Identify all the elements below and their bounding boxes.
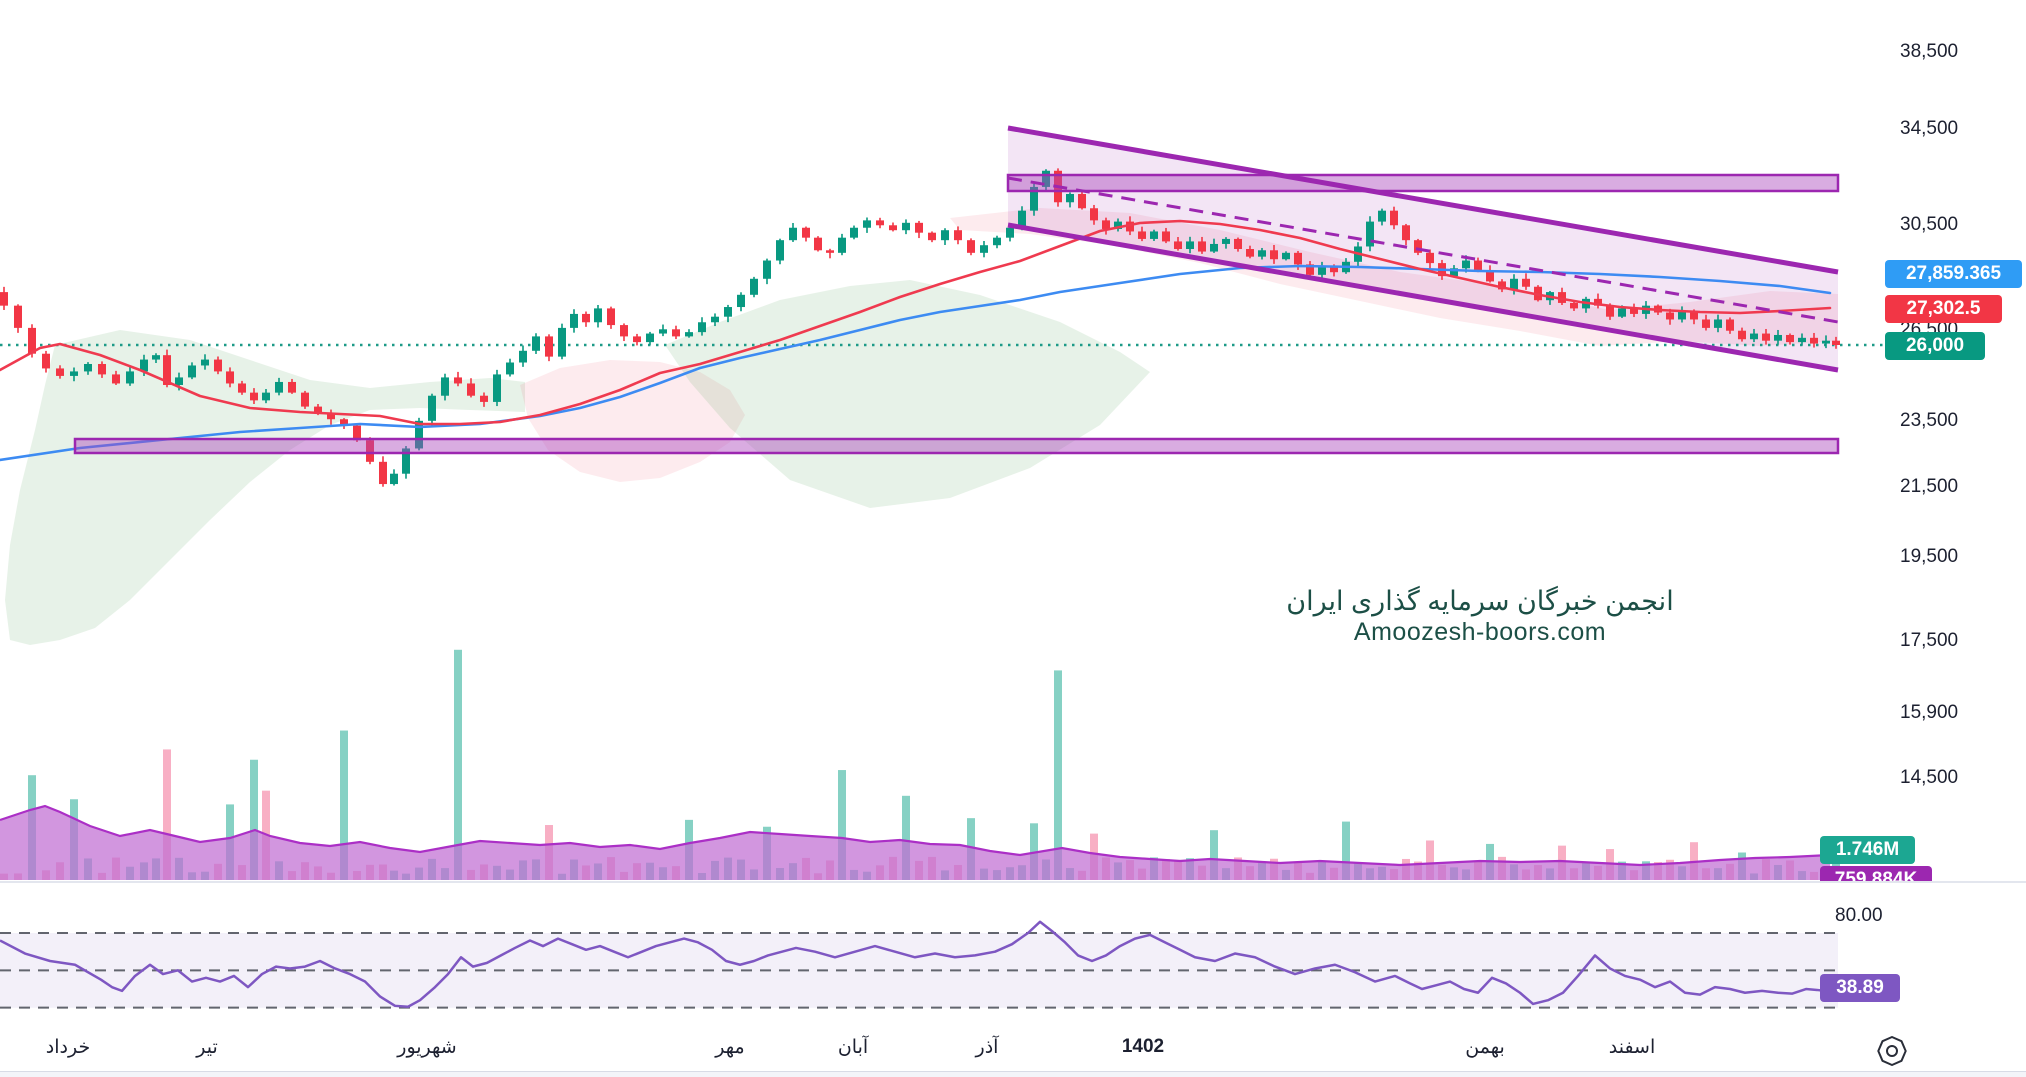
x-axis-tick: بهمن — [1465, 1037, 1505, 1058]
y-axis-tick: 30,500 — [1900, 214, 1959, 235]
y-axis-tick: 19,500 — [1900, 546, 1959, 567]
y-axis-tick: 15,900 — [1900, 702, 1959, 723]
y-axis-tick: 17,500 — [1900, 630, 1959, 651]
ma-fast-value-badge: 27,302.5 — [1885, 295, 2002, 323]
ma-slow-value-badge: 27,859.365 — [1885, 260, 2022, 288]
x-axis-tick: آبان — [837, 1037, 869, 1058]
x-axis-tick: مهر — [715, 1037, 745, 1058]
watermark-line-url: Amoozesh-boors.com — [1353, 617, 1607, 646]
volume-ma-badge: 759.884K — [1820, 866, 1932, 883]
volume-value-badge: 1.746M — [1820, 836, 1915, 864]
y-axis-tick: 38,500 — [1900, 41, 1959, 62]
y-axis-tick: 21,500 — [1900, 476, 1959, 497]
x-axis-tick: خرداد — [45, 1037, 91, 1058]
descending-channel[interactable] — [1007, 125, 1839, 373]
ma-fast-line — [0, 219, 1832, 426]
supply-demand-zones[interactable] — [73, 173, 1840, 455]
x-axis-tick: 1402 — [1121, 1036, 1165, 1057]
x-axis-tick: آذر — [975, 1037, 999, 1058]
last-price-badge: 26,000 — [1885, 332, 1985, 360]
bottom-border — [0, 1071, 2026, 1072]
y-axis-tick: 34,500 — [1900, 118, 1959, 139]
pane-divider-volume-rsi[interactable] — [0, 881, 2026, 883]
x-axis-tick: اسفند — [1608, 1037, 1656, 1058]
settings-icon[interactable] — [1874, 1033, 1910, 1069]
rsi-axis-label-80: 80.00 — [1835, 905, 1883, 926]
watermark-line-fa: انجمن خبرگان سرمایه گذاری ایران — [1286, 586, 1674, 616]
rsi-value-badge: 38.89 — [1820, 974, 1900, 1002]
volume-ma-badge-clip: 759.884K — [1820, 866, 1932, 883]
volume-ma-line — [0, 804, 1831, 867]
y-axis-tick: 23,500 — [1900, 410, 1959, 431]
x-axis-tick: شهریور — [397, 1037, 457, 1058]
rsi-line — [0, 920, 1828, 1008]
y-axis-tick: 14,500 — [1900, 767, 1959, 788]
bottom-strip — [0, 1072, 2026, 1077]
x-axis-tick: تیر — [196, 1037, 218, 1058]
watermark: انجمن خبرگان سرمایه گذاری ایران Amoozesh… — [1270, 586, 1690, 647]
rsi-zone-band — [0, 932, 1838, 1009]
ma-slow-line — [0, 264, 1832, 462]
